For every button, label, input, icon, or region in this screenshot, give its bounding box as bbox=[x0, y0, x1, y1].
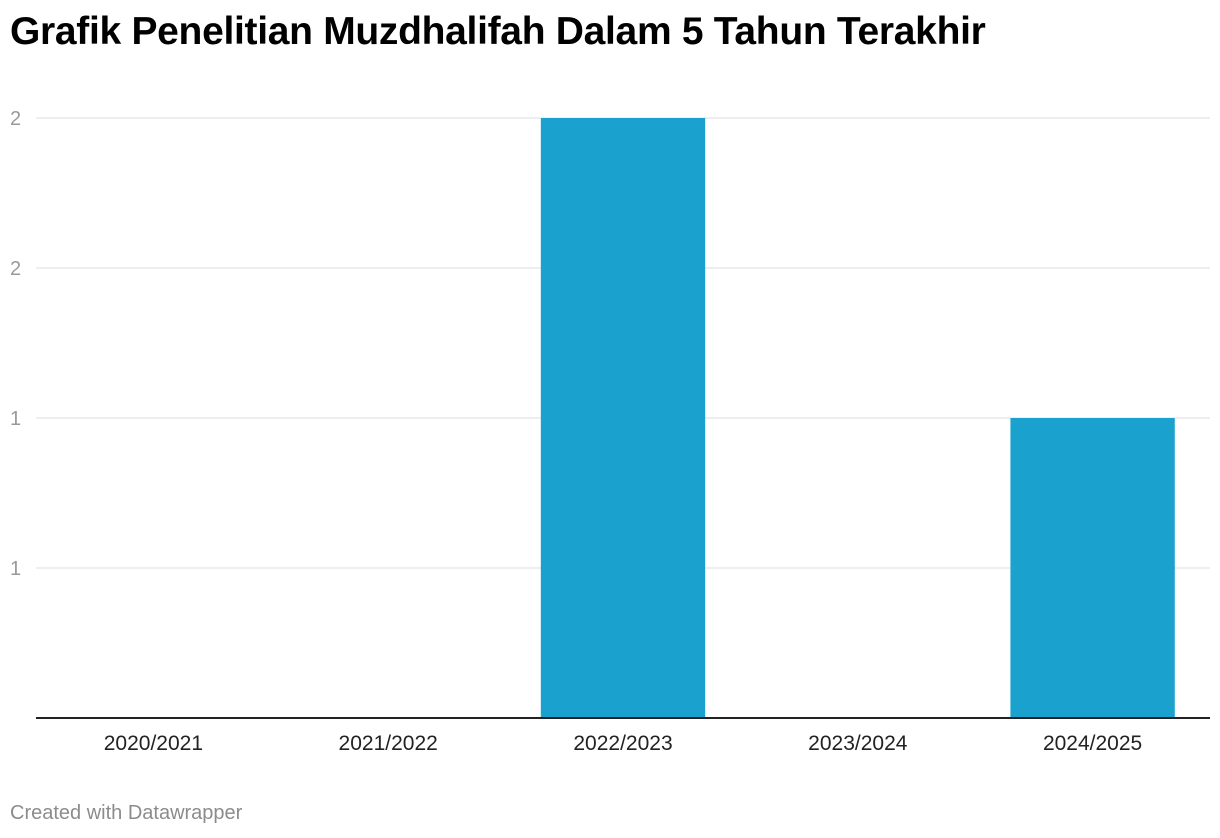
y-tick-label: 2 bbox=[10, 258, 21, 280]
y-tick-label: 2 bbox=[10, 108, 21, 130]
x-tick-label: 2022/2023 bbox=[573, 732, 672, 755]
x-tick-label: 2020/2021 bbox=[104, 732, 203, 755]
chart-title: Grafik Penelitian Muzdhalifah Dalam 5 Ta… bbox=[10, 10, 986, 53]
datawrapper-credit[interactable]: Created with Datawrapper bbox=[10, 802, 243, 824]
y-tick-label: 1 bbox=[10, 558, 21, 580]
x-axis-tick-labels: 2020/2021 2021/2022 2022/2023 2023/2024 2024… bbox=[104, 732, 1142, 755]
x-tick-label: 2024/2025 bbox=[1043, 732, 1142, 755]
bar-2024-2025 bbox=[1010, 418, 1175, 718]
x-tick-label: 2021/2022 bbox=[339, 732, 438, 755]
x-tick-label: 2023/2024 bbox=[808, 732, 908, 755]
bars bbox=[540, 118, 1175, 718]
y-axis-tick-labels: 1 1 2 2 bbox=[10, 108, 21, 580]
bar-2022-2023 bbox=[540, 118, 706, 718]
y-tick-label: 1 bbox=[10, 408, 21, 430]
